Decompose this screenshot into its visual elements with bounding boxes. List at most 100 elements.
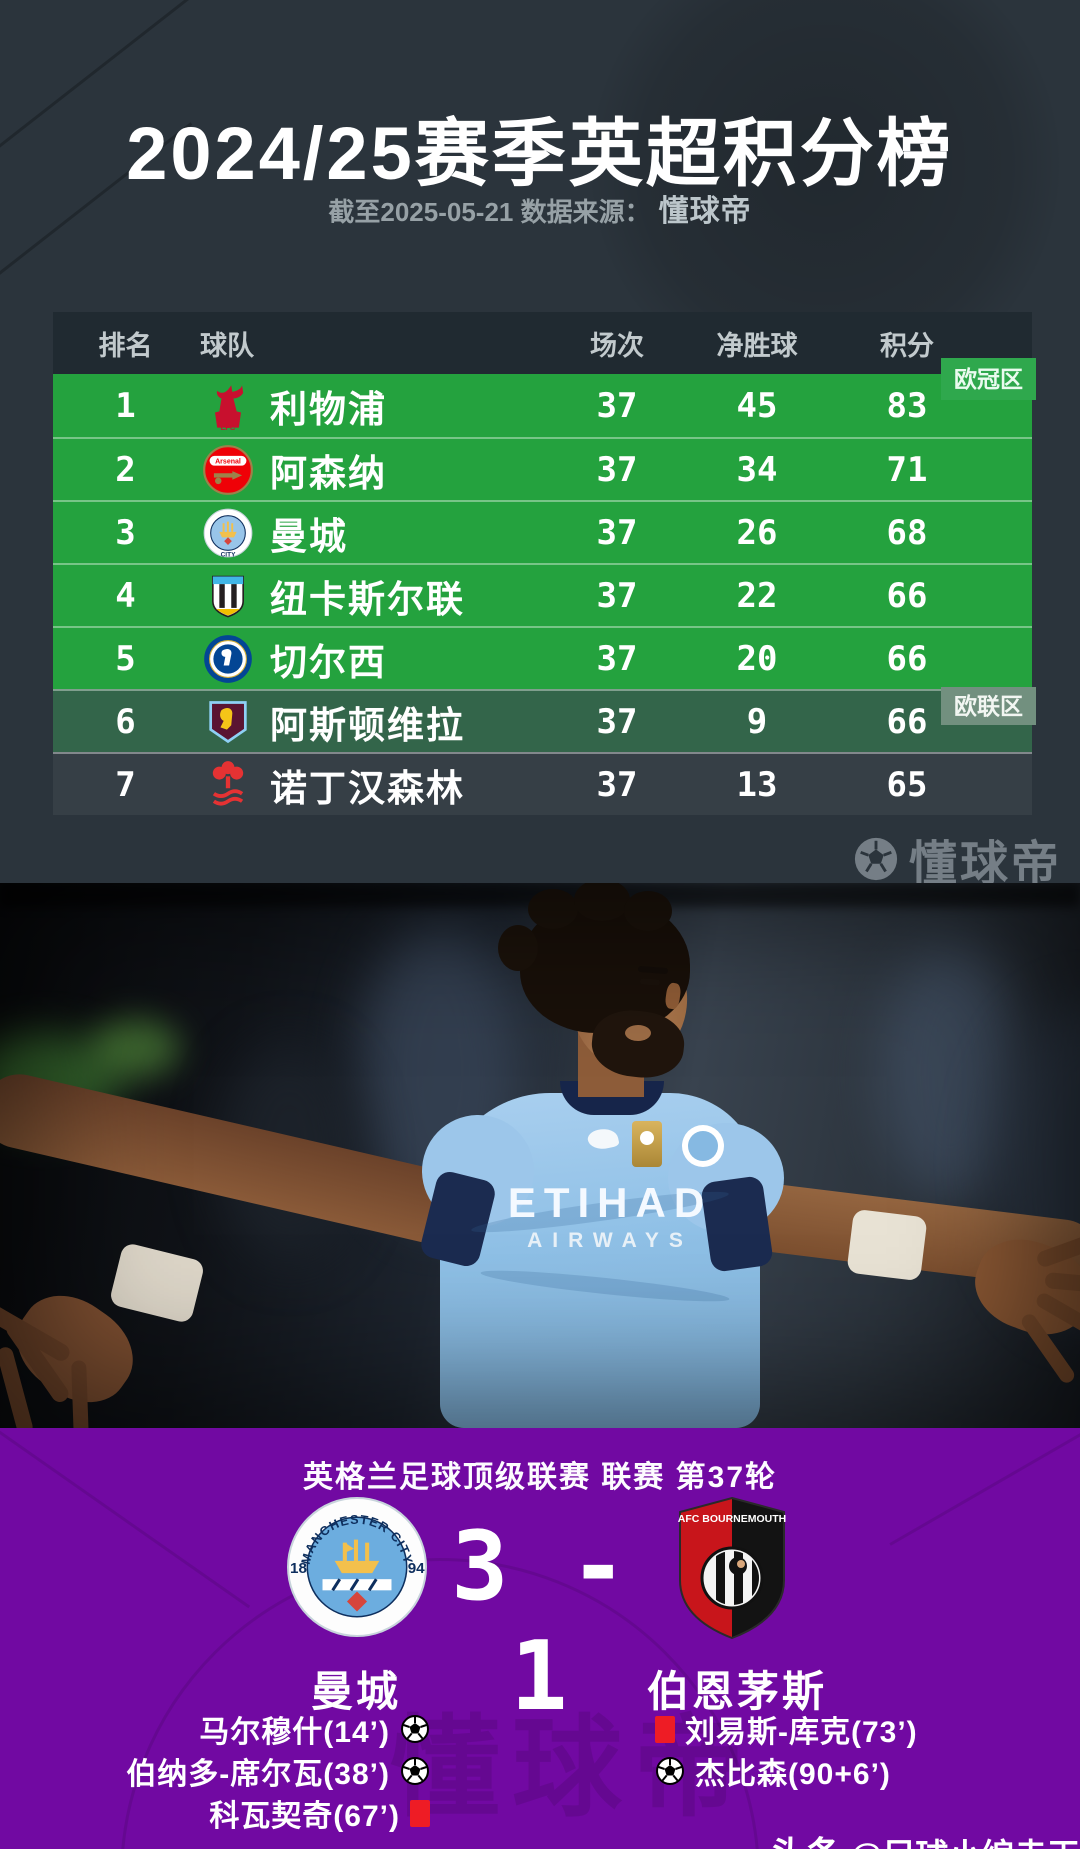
subtitle: 截至2025-05-21 数据来源： 懂球帝 bbox=[0, 186, 1080, 230]
arsenal-badge-icon: Arsenal bbox=[198, 444, 258, 496]
points-value: 66 bbox=[886, 638, 928, 679]
photo-vignette bbox=[0, 883, 1080, 1428]
played-value: 37 bbox=[596, 638, 638, 679]
gd-value: 26 bbox=[736, 512, 778, 553]
rank-value: 1 bbox=[115, 385, 136, 426]
player-celebration-photo: ETIHAD AIRWAYS bbox=[0, 883, 1080, 1428]
hair-curl bbox=[624, 891, 672, 931]
team-name: 纽卡斯尔联 bbox=[270, 578, 465, 620]
jersey-sponsor-subtext: AIRWAYS bbox=[527, 1229, 693, 1252]
scorer-text: 科瓦契奇(67’) bbox=[209, 1800, 400, 1833]
scorer-text: 杰比森(90+6’) bbox=[695, 1758, 891, 1791]
source-logo-text: 懂球帝 bbox=[658, 195, 752, 228]
football-icon bbox=[854, 837, 898, 881]
rank-value: 7 bbox=[115, 764, 136, 805]
manchester-city-badge-icon: MANCHESTER CITY 18 94 bbox=[286, 1496, 428, 1638]
away-team-name: 伯恩茅斯 bbox=[646, 1668, 827, 1715]
played-value: 37 bbox=[596, 764, 638, 805]
scorer-event: 马尔穆什(14’) bbox=[199, 1712, 430, 1749]
rank-value: 5 bbox=[115, 638, 136, 679]
gd-value: 9 bbox=[746, 701, 768, 742]
hair-curl bbox=[574, 883, 630, 921]
red-card-icon bbox=[655, 1715, 675, 1743]
scorer-event: 伯纳多-席尔瓦(38’) bbox=[126, 1754, 430, 1791]
table-row: 1 LFC 利物浦 37 45 83 bbox=[53, 374, 1032, 437]
team-name: 阿森纳 bbox=[270, 452, 387, 494]
as-of-text: 截至2025-05-21 数据来源： bbox=[328, 197, 651, 227]
page-title: 2024/25赛季英超积分榜 bbox=[126, 112, 954, 195]
chelsea-badge-icon bbox=[198, 633, 258, 685]
team-name: 曼城 bbox=[270, 515, 348, 557]
match-score: 3 - 1 bbox=[451, 1512, 629, 1732]
hair-curl bbox=[528, 889, 578, 929]
team-name: 诺丁汉森林 bbox=[270, 767, 465, 809]
dongqiudi-watermark: 懂球帝 bbox=[853, 824, 1062, 894]
scorer-event: 杰比森(90+6’) bbox=[655, 1754, 891, 1791]
svg-text:LFC: LFC bbox=[221, 422, 236, 431]
points-value: 65 bbox=[886, 764, 928, 805]
home-team-name: 曼城 bbox=[310, 1668, 401, 1715]
table-row: 7 诺丁汉森林 37 13 65 bbox=[53, 752, 1032, 815]
scorer-text: 伯纳多-席尔瓦(38’) bbox=[126, 1758, 390, 1791]
scorer-text: 刘易斯-库克(73’) bbox=[685, 1716, 918, 1749]
col-header-points: 积分 bbox=[880, 330, 934, 361]
striped-ball bbox=[716, 1551, 759, 1605]
scorer-text: 马尔穆什(14’) bbox=[199, 1716, 390, 1749]
played-value: 37 bbox=[596, 449, 638, 490]
points-value: 68 bbox=[886, 512, 928, 553]
table-row: 6 阿斯顿维拉 37 9 66 bbox=[53, 689, 1032, 752]
badge-banner-text: AFC BOURNEMOUTH bbox=[678, 1513, 787, 1525]
purple-watermark-text: 懂球帝 bbox=[390, 1707, 756, 1830]
points-value: 83 bbox=[886, 385, 928, 426]
home-scorers-list: 马尔穆什(14’) 伯纳多-席尔瓦(38’) 科瓦契奇(67’) bbox=[40, 1712, 430, 1833]
uel-zone-tag: 欧联区 bbox=[941, 687, 1036, 725]
rank-value: 2 bbox=[115, 449, 136, 490]
col-header-gd: 净胜球 bbox=[716, 330, 798, 361]
table-header-row: 排名 球队 场次 净胜球 积分 bbox=[53, 312, 1032, 374]
player-mouth bbox=[625, 1025, 651, 1041]
points-value: 71 bbox=[886, 449, 928, 490]
table-row: 5 切尔西 37 20 66 bbox=[53, 626, 1032, 689]
champions-badge bbox=[632, 1121, 662, 1167]
bournemouth-badge-icon: AFC BOURNEMOUTH bbox=[676, 1494, 788, 1642]
scorer-event: 刘易斯-库克(73’) bbox=[655, 1712, 918, 1749]
col-header-team: 球队 bbox=[200, 330, 254, 361]
watermark-text: 懂球帝 bbox=[908, 838, 1062, 891]
played-value: 37 bbox=[596, 575, 638, 616]
svg-text:CITY: CITY bbox=[221, 551, 236, 558]
gd-value: 22 bbox=[736, 575, 778, 616]
mancity-badge-icon: CITY bbox=[198, 507, 258, 559]
team-name: 利物浦 bbox=[270, 388, 387, 430]
played-value: 37 bbox=[596, 512, 638, 553]
gd-value: 20 bbox=[736, 638, 778, 679]
rank-value: 3 bbox=[115, 512, 136, 553]
team-name: 切尔西 bbox=[270, 641, 387, 683]
rank-value: 6 bbox=[115, 701, 136, 742]
points-value: 66 bbox=[886, 701, 928, 742]
jersey-sponsor-text: ETIHAD bbox=[507, 1179, 713, 1226]
table-row: 2 Arsenal 阿森纳 37 34 71 bbox=[53, 437, 1032, 500]
author-handle: @足球小编走天下 bbox=[850, 1829, 1080, 1849]
gd-value: 34 bbox=[736, 449, 778, 490]
goal-ball-icon bbox=[400, 1714, 430, 1744]
liverpool-badge-icon: LFC bbox=[198, 380, 258, 432]
badge-year-left: 18 bbox=[290, 1560, 307, 1577]
col-header-played: 场次 bbox=[590, 330, 644, 361]
league-round-text: 英格兰足球顶级联赛 联赛 第37轮 bbox=[302, 1461, 778, 1494]
goal-ball-icon bbox=[400, 1756, 430, 1786]
away-scorers-list: 刘易斯-库克(73’) 杰比森(90+6’) bbox=[655, 1712, 1065, 1791]
author-footer: 头条 @足球小编走天下 bbox=[770, 1826, 1080, 1849]
goal-ball-icon bbox=[655, 1756, 685, 1786]
newcastle-badge-icon bbox=[198, 570, 258, 622]
points-value: 66 bbox=[886, 575, 928, 616]
team-name: 阿斯顿维拉 bbox=[270, 704, 465, 746]
gd-value: 45 bbox=[736, 385, 778, 426]
col-header-rank: 排名 bbox=[98, 330, 153, 361]
svg-text:Arsenal: Arsenal bbox=[215, 458, 241, 465]
platform-brand: 头条 bbox=[770, 1826, 842, 1849]
table-row: 3 CITY 曼城 37 26 68 bbox=[53, 500, 1032, 563]
played-value: 37 bbox=[596, 385, 638, 426]
red-card-icon bbox=[410, 1799, 430, 1827]
ucl-zone-tag: 欧冠区 bbox=[941, 358, 1036, 400]
badge-detail bbox=[640, 1131, 654, 1145]
